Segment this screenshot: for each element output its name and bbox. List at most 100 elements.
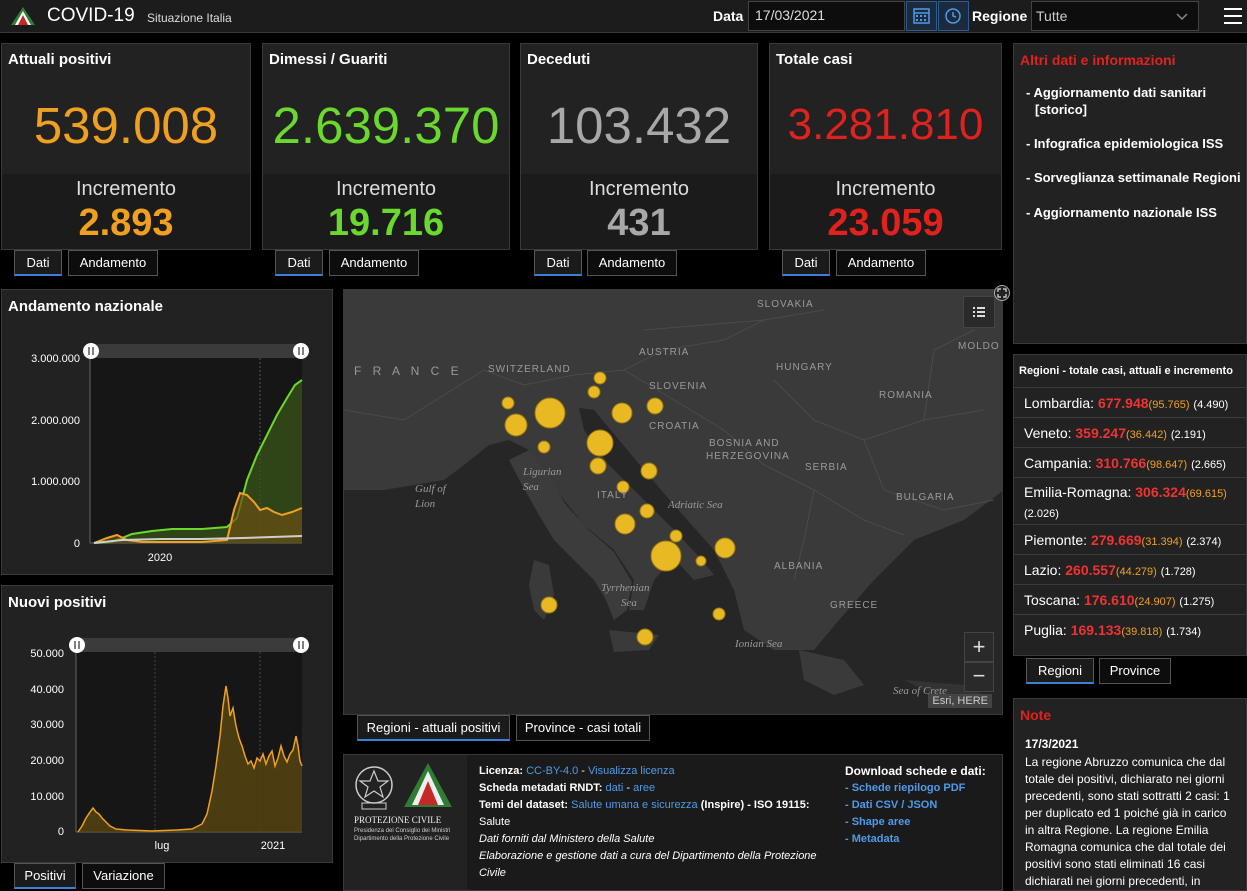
metadata-aree-link[interactable]: aree bbox=[633, 782, 656, 794]
link-infografica-iss[interactable]: - Infografica epidemiologica ISS bbox=[1026, 136, 1224, 151]
tab-dati-totale[interactable]: Dati bbox=[782, 250, 830, 276]
download-csv-json-link[interactable]: - Dati CSV / JSON bbox=[845, 799, 938, 811]
region-increment: (4.490) bbox=[1193, 399, 1229, 411]
tab-andamento-totale[interactable]: Andamento bbox=[836, 250, 926, 276]
region-row-toscana[interactable]: Toscana: 176.610(24.907) (1.275) bbox=[1014, 584, 1246, 614]
tab-province[interactable]: Province bbox=[1099, 658, 1171, 684]
note-line: in altra Regione. La regione Emilia bbox=[1025, 823, 1209, 837]
download-shape-link[interactable]: - Shape aree bbox=[845, 816, 911, 828]
note-title: Note bbox=[1020, 707, 1052, 723]
note-line: dichiarati nei giorni precedenti, in bbox=[1025, 874, 1201, 888]
card-increment-label: Incremento bbox=[588, 178, 690, 200]
elaboration-line-2: Civile bbox=[479, 867, 506, 879]
tab-regioni-attuali-positivi[interactable]: Regioni - attuali positivi bbox=[357, 715, 510, 741]
region-name: Lazio: bbox=[1024, 562, 1062, 578]
map-label-herzegovina: HERZEGOVINA bbox=[706, 451, 790, 462]
tab-andamento-deceduti[interactable]: Andamento bbox=[587, 250, 677, 276]
map-label-bulgaria: BULGARIA bbox=[896, 492, 955, 503]
tab-variazione[interactable]: Variazione bbox=[82, 863, 165, 889]
region-row-lombardia[interactable]: Lombardia: 677.948(95.765) (4.490) bbox=[1014, 387, 1246, 417]
map-label-france: F R A N C E bbox=[354, 364, 463, 378]
download-pdf-link[interactable]: - Schede riepilogo PDF bbox=[845, 782, 966, 794]
zoom-in-button[interactable]: + bbox=[964, 632, 994, 662]
card-title: Attuali positivi bbox=[8, 51, 112, 68]
time-button[interactable] bbox=[938, 1, 969, 31]
region-name: Lombardia: bbox=[1024, 395, 1095, 411]
card-title: Dimessi / Guariti bbox=[269, 51, 388, 68]
fullscreen-button[interactable] bbox=[994, 285, 1010, 301]
region-name: Toscana: bbox=[1024, 592, 1081, 608]
region-increment: (2.374) bbox=[1186, 536, 1222, 548]
themes-link[interactable]: Salute umana e sicurezza bbox=[571, 799, 698, 811]
range-handle-right[interactable] bbox=[293, 343, 309, 359]
map-label-bosnia: BOSNIA AND bbox=[709, 438, 780, 449]
region-select[interactable]: Tutte bbox=[1031, 1, 1199, 31]
region-name: Piemonte: bbox=[1024, 532, 1088, 548]
x-tick: lug bbox=[155, 840, 170, 852]
region-total: 279.669 bbox=[1090, 532, 1142, 548]
x-tick: 2021 bbox=[261, 840, 285, 852]
tab-positivi[interactable]: Positivi bbox=[14, 863, 76, 889]
logo-text-sub2: Dipartimento della Protezione Civile bbox=[354, 836, 450, 842]
map-panel[interactable]: F R A N C E SWITZERLAND AUSTRIA SLOVAKIA… bbox=[343, 289, 1003, 715]
y-tick: 20.000 bbox=[30, 755, 64, 767]
map-label-adriatic-sea: Adriatic Sea bbox=[668, 499, 723, 511]
tab-province-casi-totali[interactable]: Province - casi totali bbox=[516, 715, 650, 741]
tab-andamento-guariti[interactable]: Andamento bbox=[329, 250, 419, 276]
tab-dati-guariti[interactable]: Dati bbox=[275, 250, 323, 276]
calendar-icon bbox=[913, 8, 930, 24]
info-panel: Altri dati e informazioni - Aggiornament… bbox=[1013, 43, 1247, 344]
region-total: 359.247 bbox=[1075, 425, 1126, 441]
note-line: Romagna comunica che dal totale dei bbox=[1025, 840, 1226, 854]
card-deceduti: Deceduti 103.432 Incremento 431 bbox=[520, 43, 758, 250]
region-name: Campania: bbox=[1024, 455, 1092, 471]
map-label-hungary: HUNGARY bbox=[776, 362, 833, 373]
view-license-link[interactable]: Visualizza licenza bbox=[588, 765, 675, 777]
andamento-title: Andamento nazionale bbox=[8, 298, 164, 315]
range-handle-left[interactable] bbox=[83, 343, 99, 359]
range-slider-track[interactable] bbox=[90, 344, 302, 358]
region-total: 310.766 bbox=[1095, 455, 1147, 471]
zoom-out-button[interactable]: − bbox=[964, 662, 994, 692]
link-sorveglianza-regioni[interactable]: - Sorveglianza settimanale Regioni bbox=[1026, 170, 1241, 185]
tab-regioni[interactable]: Regioni bbox=[1026, 658, 1094, 684]
region-row-veneto[interactable]: Veneto: 359.247(36.442) (2.191) bbox=[1014, 417, 1246, 447]
note-line: La regione Abruzzo comunica che dal bbox=[1025, 755, 1226, 769]
map-bubbles[interactable] bbox=[501, 371, 736, 646]
note-line: per duplicato ed 1 poiché già in carico bbox=[1025, 806, 1227, 820]
license-link[interactable]: CC-BY-4.0 bbox=[526, 765, 579, 777]
link-aggiornamento-dati[interactable]: - Aggiornamento dati sanitari bbox=[1026, 85, 1207, 100]
link-aggiornamento-iss[interactable]: - Aggiornamento nazionale ISS bbox=[1026, 205, 1217, 220]
region-row-lazio[interactable]: Lazio: 260.557(44.279) (1.728) bbox=[1014, 554, 1246, 584]
map-label-croatia: CROATIA bbox=[649, 421, 700, 432]
metadata-dati-link[interactable]: dati bbox=[605, 782, 624, 794]
region-row-campania[interactable]: Campania: 310.766(98.647) (2.665) bbox=[1014, 447, 1246, 477]
x-tick: 2020 bbox=[148, 552, 172, 564]
calendar-button[interactable] bbox=[906, 1, 937, 31]
tab-dati-attuali[interactable]: Dati bbox=[14, 250, 62, 276]
tab-dati-deceduti[interactable]: Dati bbox=[534, 250, 582, 276]
map-label-switzerland: SWITZERLAND bbox=[488, 364, 571, 375]
map-canvas[interactable] bbox=[344, 290, 1003, 715]
y-tick: 0 bbox=[74, 538, 80, 550]
region-row-emilia-romagna[interactable]: Emilia-Romagna: 306.324(69.615) (2.026) bbox=[1014, 477, 1246, 524]
menu-button[interactable] bbox=[1224, 8, 1242, 24]
link-storico[interactable]: [storico] bbox=[1035, 102, 1087, 117]
region-row-piemonte[interactable]: Piemonte: 279.669(31.394) (2.374) bbox=[1014, 524, 1246, 554]
emblem-icon bbox=[355, 766, 393, 810]
region-row-puglia[interactable]: Puglia: 169.133(39.818) (1.734) bbox=[1014, 614, 1246, 644]
y-tick: 3.000.000 bbox=[31, 353, 80, 365]
range-slider-track[interactable] bbox=[76, 638, 302, 652]
download-metadata-link[interactable]: - Metadata bbox=[845, 833, 900, 845]
y-tick: 10.000 bbox=[30, 791, 64, 803]
metadata-label: Scheda metadati RNDT: bbox=[479, 782, 603, 794]
card-title: Deceduti bbox=[527, 51, 591, 68]
range-handle-right[interactable] bbox=[293, 637, 309, 653]
card-totale-casi: Totale casi 3.281.810 Incremento 23.059 bbox=[769, 43, 1002, 250]
legend-button[interactable] bbox=[963, 296, 995, 328]
protezione-civile-logo bbox=[404, 763, 452, 807]
tab-andamento-attuali[interactable]: Andamento bbox=[68, 250, 158, 276]
date-input[interactable]: 17/03/2021 bbox=[748, 1, 905, 31]
range-handle-left[interactable] bbox=[69, 637, 85, 653]
map-label-italy: ITALY bbox=[597, 490, 629, 501]
